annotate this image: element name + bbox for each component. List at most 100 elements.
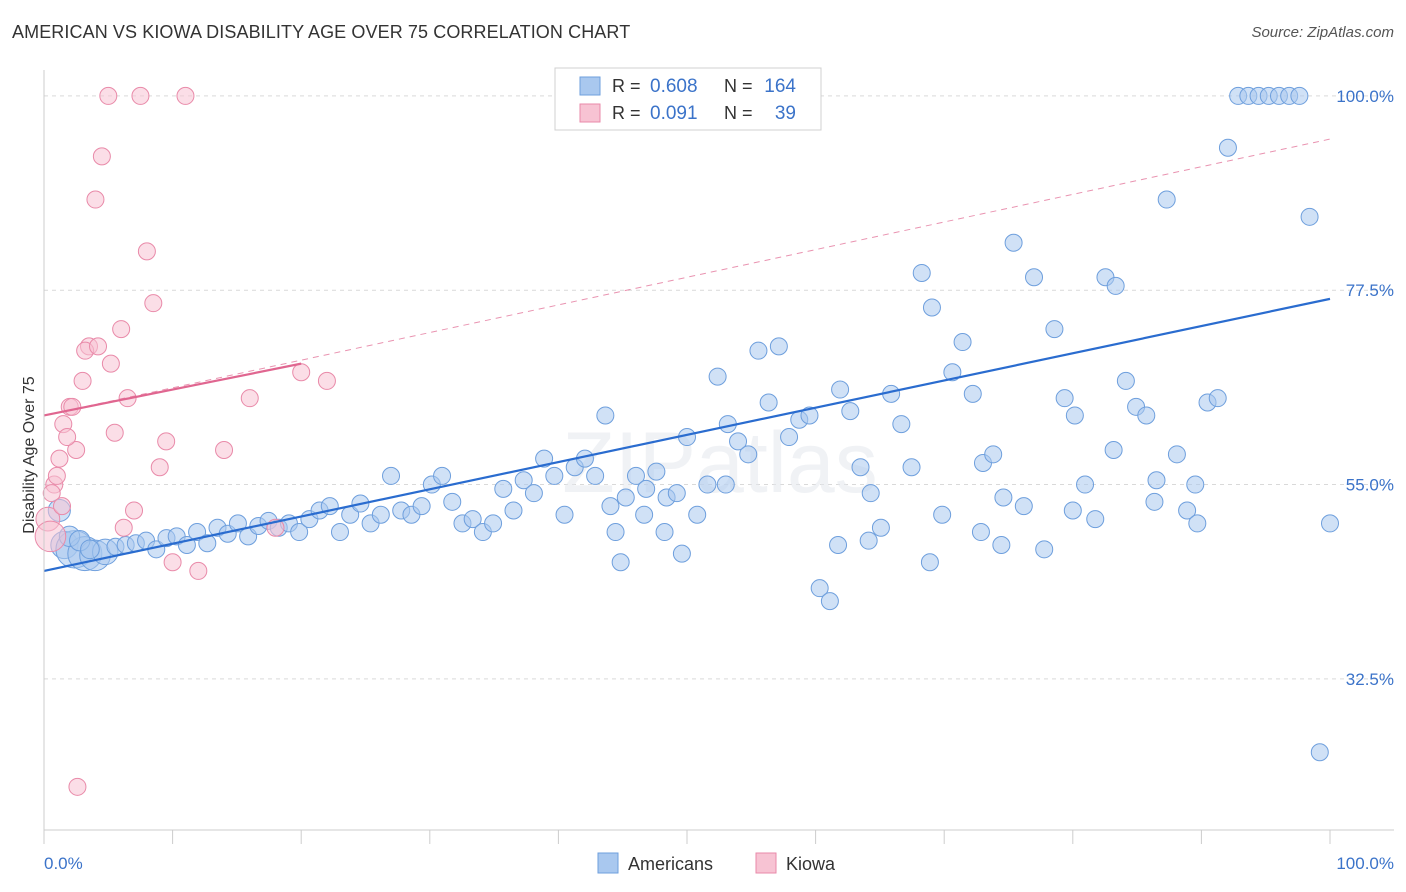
americans-point (1025, 268, 1044, 287)
americans-point (382, 466, 401, 485)
kiowa-point (105, 423, 124, 442)
americans-point (1063, 501, 1082, 520)
americans-point (290, 523, 309, 542)
americans-point (933, 505, 952, 524)
americans-point (1310, 743, 1329, 762)
americans-point (1188, 514, 1207, 533)
americans-point (698, 475, 717, 494)
americans-point (859, 531, 878, 550)
americans-point (729, 432, 748, 451)
americans-point (1076, 475, 1095, 494)
kiowa-point (92, 147, 111, 166)
americans-point (688, 505, 707, 524)
americans-point (1321, 514, 1339, 533)
americans-point (1290, 86, 1309, 105)
americans-point (1178, 501, 1197, 520)
americans-point (831, 380, 850, 399)
y-tick-label: 100.0% (1336, 87, 1394, 106)
x-tick-label: 0.0% (44, 854, 83, 873)
n-value: 164 (764, 76, 796, 97)
americans-point (596, 406, 615, 425)
kiowa-point (114, 518, 133, 537)
kiowa-point (125, 501, 144, 520)
americans-point (759, 393, 778, 412)
kiowa-point (215, 441, 234, 459)
americans-point (535, 449, 554, 468)
r-value: 0.608 (650, 76, 698, 97)
kiowa-trendline-extended (43, 138, 1331, 416)
trend-layer (43, 138, 1331, 572)
americans-point (1157, 190, 1176, 209)
americans-legend-swatch (597, 852, 619, 874)
kiowa-point (42, 484, 61, 503)
americans-legend-label: Americans (628, 854, 713, 874)
y-tick-label: 77.5% (1346, 281, 1394, 300)
americans-point (984, 445, 1003, 464)
kiowa-point (34, 520, 67, 553)
americans-point (902, 458, 921, 477)
points-layer (34, 86, 1339, 796)
kiowa-point (137, 242, 156, 261)
americans-point (1035, 540, 1054, 559)
americans-point (1086, 510, 1105, 529)
americans-point (1104, 441, 1123, 459)
americans-point (800, 406, 819, 425)
kiowa-point (47, 466, 66, 485)
americans-point (545, 466, 564, 485)
americans-point (494, 479, 513, 498)
grid-layer (44, 95, 1394, 680)
americans-point (637, 479, 656, 498)
kiowa-point (63, 397, 82, 416)
americans-point (943, 363, 962, 382)
y-axis-label: Disability Age Over 75 (21, 376, 38, 534)
americans-point (1208, 389, 1227, 408)
americans-trendline (43, 297, 1331, 572)
americans-point (647, 462, 666, 481)
kiowa-point (189, 561, 208, 580)
americans-point (1106, 276, 1125, 295)
americans-point (667, 484, 686, 503)
americans-point (829, 536, 848, 554)
americans-point (655, 523, 674, 542)
x-tick-label: 100.0% (1336, 854, 1394, 873)
americans-point (1014, 497, 1033, 516)
americans-point (586, 466, 605, 485)
americans-point (716, 475, 735, 494)
americans-point (626, 466, 645, 485)
americans-point (1186, 475, 1205, 494)
americans-point (198, 534, 217, 553)
americans-point (433, 466, 452, 485)
americans-point (892, 415, 911, 434)
americans-point (912, 263, 931, 282)
source-label: Source: ZipAtlas.com (1251, 24, 1394, 41)
kiowa-trendline (43, 362, 302, 417)
americans-point (672, 544, 691, 563)
americans-point (820, 592, 839, 611)
americans-point (953, 333, 972, 352)
americans-point (861, 484, 880, 503)
americans-point (1065, 406, 1084, 425)
kiowa-point (157, 432, 176, 451)
americans-point (780, 428, 799, 447)
n-label: N = (724, 103, 753, 123)
americans-point (971, 523, 990, 542)
americans-point (871, 518, 890, 537)
americans-point (1004, 233, 1023, 252)
americans-point (601, 497, 620, 516)
kiowa-legend-label: Kiowa (786, 854, 836, 874)
kiowa-point (50, 449, 69, 468)
americans-point (330, 523, 349, 542)
americans-point (1116, 371, 1135, 390)
americans-point (228, 514, 247, 533)
kiowa-point (163, 553, 182, 572)
y-tick-label: 55.0% (1346, 476, 1394, 495)
americans-swatch (579, 76, 601, 96)
americans-point (922, 298, 941, 317)
americans-point (992, 536, 1011, 554)
kiowa-legend-swatch (755, 852, 777, 874)
kiowa-point (53, 497, 72, 516)
kiowa-point (89, 337, 108, 356)
americans-point (188, 523, 207, 542)
americans-point (851, 458, 870, 477)
americans-point (1145, 492, 1164, 511)
